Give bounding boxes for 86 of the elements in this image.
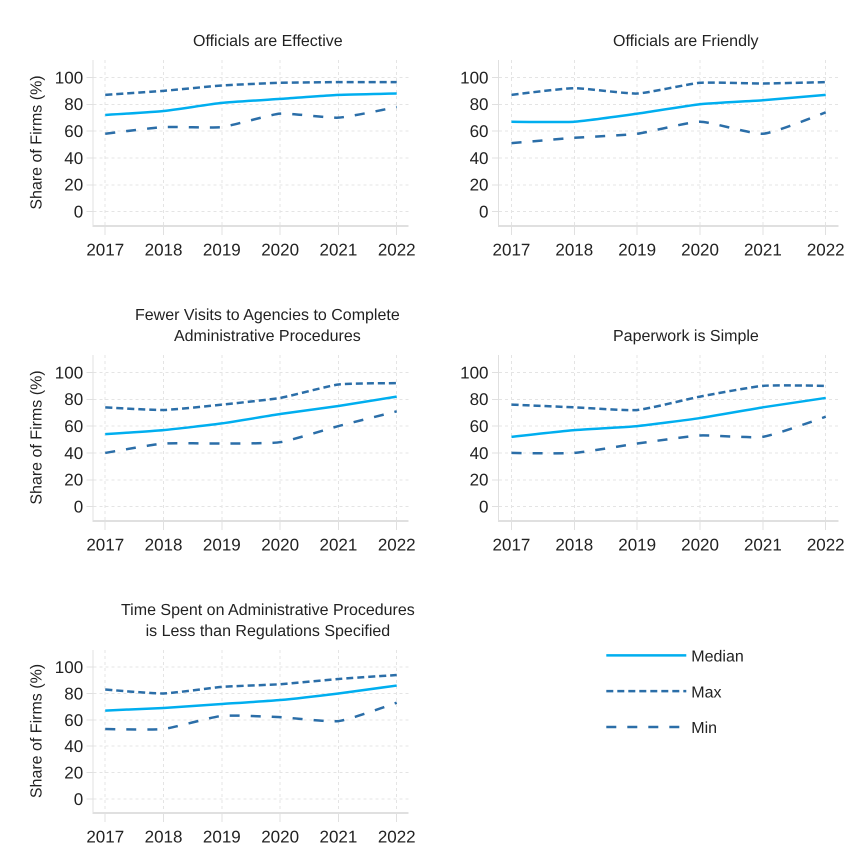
chart-title: Paperwork is Simple	[613, 328, 759, 345]
y-tick-label: 20	[64, 470, 84, 490]
line-series	[510, 80, 827, 96]
x-tick-label: 2021	[320, 240, 358, 260]
x-tick-label: 2020	[681, 240, 719, 260]
legend-label: Max	[691, 684, 722, 702]
x-tick-label: 2020	[681, 535, 719, 554]
x-tick-label: 2018	[555, 535, 594, 554]
y-tick-label: 40	[470, 148, 488, 168]
line-series	[104, 382, 398, 412]
x-tick-label: 2017	[492, 535, 530, 554]
y-tick-label: 80	[470, 95, 488, 114]
line-series	[510, 415, 827, 455]
line-series	[104, 92, 398, 116]
y-axis-title: Share of Firms (%)	[28, 664, 46, 798]
x-tick-label: 2018	[144, 827, 182, 846]
y-axis-title: Share of Firms (%)	[28, 370, 46, 505]
line-series	[510, 111, 827, 144]
x-tick-label: 2017	[86, 240, 124, 260]
y-tick-label: 80	[470, 390, 488, 410]
y-tick-label: 80	[64, 684, 84, 704]
y-tick-label: 60	[64, 122, 84, 142]
x-tick-label: 2019	[618, 240, 656, 260]
x-tick-label: 2020	[261, 535, 300, 554]
x-tick-label: 2020	[261, 827, 300, 846]
x-tick-label: 2019	[202, 535, 241, 554]
y-tick-label: 40	[470, 444, 488, 463]
y-tick-label: 40	[64, 737, 84, 756]
x-tick-label: 2021	[320, 827, 358, 846]
line-series	[510, 384, 827, 412]
y-tick-label: 60	[64, 417, 84, 436]
line-series	[104, 410, 398, 454]
y-tick-label: 0	[74, 498, 84, 517]
y-tick-label: 100	[54, 68, 84, 88]
x-tick-label: 2018	[555, 240, 594, 260]
chart-title: Fewer Visits to Agencies to Complete Administrative Procedures	[135, 307, 400, 345]
line-series	[104, 80, 398, 96]
y-axis-title: Share of Firms (%)	[28, 75, 46, 210]
y-tick-label: 100	[54, 658, 84, 678]
x-tick-label: 2021	[744, 240, 782, 260]
x-tick-label: 2019	[202, 827, 241, 846]
y-tick-label: 80	[64, 390, 84, 410]
y-tick-label: 100	[54, 363, 84, 382]
legend-label: Median	[691, 648, 744, 666]
y-tick-label: 20	[64, 763, 84, 782]
y-tick-label: 100	[460, 363, 488, 382]
y-tick-label: 0	[479, 498, 488, 517]
line-series	[104, 106, 398, 136]
x-tick-label: 2017	[492, 240, 530, 260]
line-series	[104, 395, 398, 436]
y-tick-label: 0	[74, 790, 84, 809]
y-tick-label: 100	[460, 68, 488, 88]
y-tick-label: 20	[470, 176, 488, 195]
y-tick-label: 40	[64, 444, 84, 463]
line-series	[104, 684, 398, 712]
y-tick-label: 60	[64, 710, 84, 730]
y-tick-label: 80	[64, 95, 84, 114]
x-tick-label: 2018	[144, 535, 182, 554]
x-tick-label: 2022	[378, 535, 416, 554]
line-series	[510, 94, 827, 124]
chart-title: Time Spent on Administrative Procedures is Less than Regulations Specified	[121, 602, 415, 640]
chart-title: Officials are Friendly	[613, 33, 759, 50]
y-tick-label: 0	[74, 202, 84, 222]
line-series	[104, 701, 398, 731]
x-tick-label: 2021	[320, 535, 358, 554]
y-tick-label: 40	[64, 148, 84, 168]
x-tick-label: 2022	[378, 827, 416, 846]
x-tick-label: 2022	[806, 535, 845, 554]
x-tick-label: 2019	[202, 240, 241, 260]
y-tick-label: 20	[470, 470, 488, 490]
x-tick-label: 2022	[806, 240, 845, 260]
x-tick-label: 2021	[744, 535, 782, 554]
x-tick-label: 2022	[378, 240, 416, 260]
line-series	[104, 674, 398, 695]
x-tick-label: 2018	[144, 240, 182, 260]
x-tick-label: 2020	[261, 240, 300, 260]
y-tick-label: 60	[470, 417, 488, 436]
chart-title: Officials are Effective	[193, 33, 343, 50]
x-tick-label: 2019	[618, 535, 656, 554]
line-series	[510, 396, 827, 438]
y-tick-label: 0	[479, 202, 488, 222]
y-tick-label: 60	[470, 122, 488, 142]
x-tick-label: 2017	[86, 535, 124, 554]
x-tick-label: 2017	[86, 827, 124, 846]
y-tick-label: 20	[64, 176, 84, 195]
legend-label: Min	[691, 720, 718, 738]
